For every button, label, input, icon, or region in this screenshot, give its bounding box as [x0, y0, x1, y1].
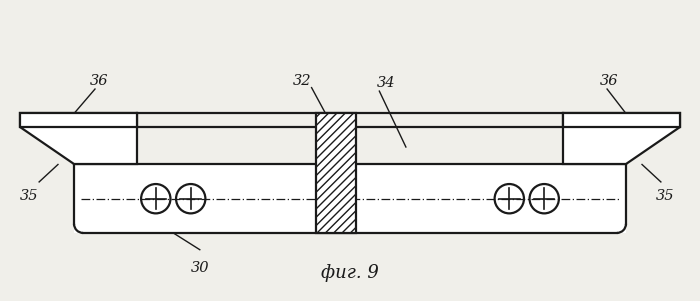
- Polygon shape: [316, 113, 356, 233]
- Text: фиг. 9: фиг. 9: [321, 264, 379, 282]
- Text: 36: 36: [90, 74, 108, 88]
- Polygon shape: [563, 113, 680, 164]
- Text: 32: 32: [293, 74, 312, 88]
- Polygon shape: [20, 113, 137, 127]
- Polygon shape: [20, 113, 137, 164]
- Text: 36: 36: [600, 74, 619, 88]
- Polygon shape: [316, 113, 356, 233]
- Polygon shape: [74, 164, 626, 233]
- Text: 34: 34: [377, 76, 395, 90]
- Text: 35: 35: [656, 189, 675, 203]
- Text: 30: 30: [190, 261, 209, 275]
- Text: 35: 35: [20, 189, 38, 203]
- Polygon shape: [563, 113, 680, 127]
